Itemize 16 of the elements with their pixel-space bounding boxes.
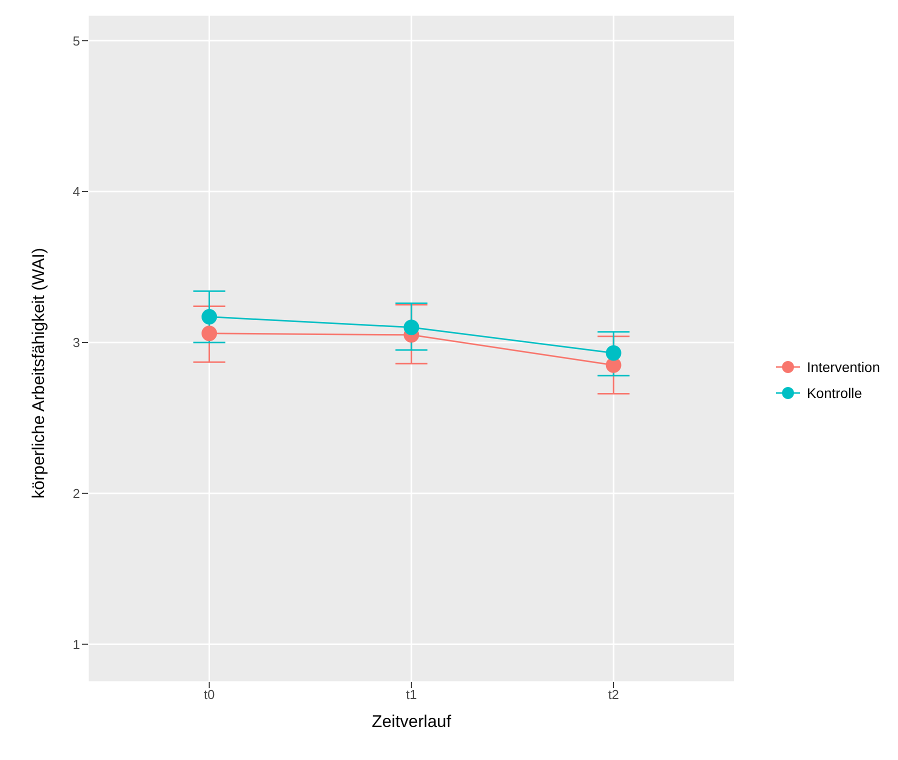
legend-label: Intervention bbox=[806, 359, 880, 375]
point bbox=[606, 345, 622, 361]
point bbox=[404, 320, 420, 336]
y-tick-label: 2 bbox=[72, 486, 80, 501]
y-tick-label: 5 bbox=[72, 33, 80, 48]
y-tick-label: 3 bbox=[72, 335, 80, 350]
point bbox=[202, 309, 218, 325]
x-tick-label: t2 bbox=[608, 687, 619, 702]
x-tick-label: t0 bbox=[204, 687, 215, 702]
x-tick-label: t1 bbox=[406, 687, 417, 702]
legend-label: Kontrolle bbox=[806, 385, 862, 401]
point bbox=[202, 326, 218, 342]
y-tick-label: 1 bbox=[72, 636, 80, 652]
x-axis-title: Zeitverlauf bbox=[372, 712, 452, 731]
y-axis-title: körperliche Arbeitsfähigkeit (WAI) bbox=[29, 248, 48, 498]
y-tick-label: 4 bbox=[72, 184, 80, 200]
